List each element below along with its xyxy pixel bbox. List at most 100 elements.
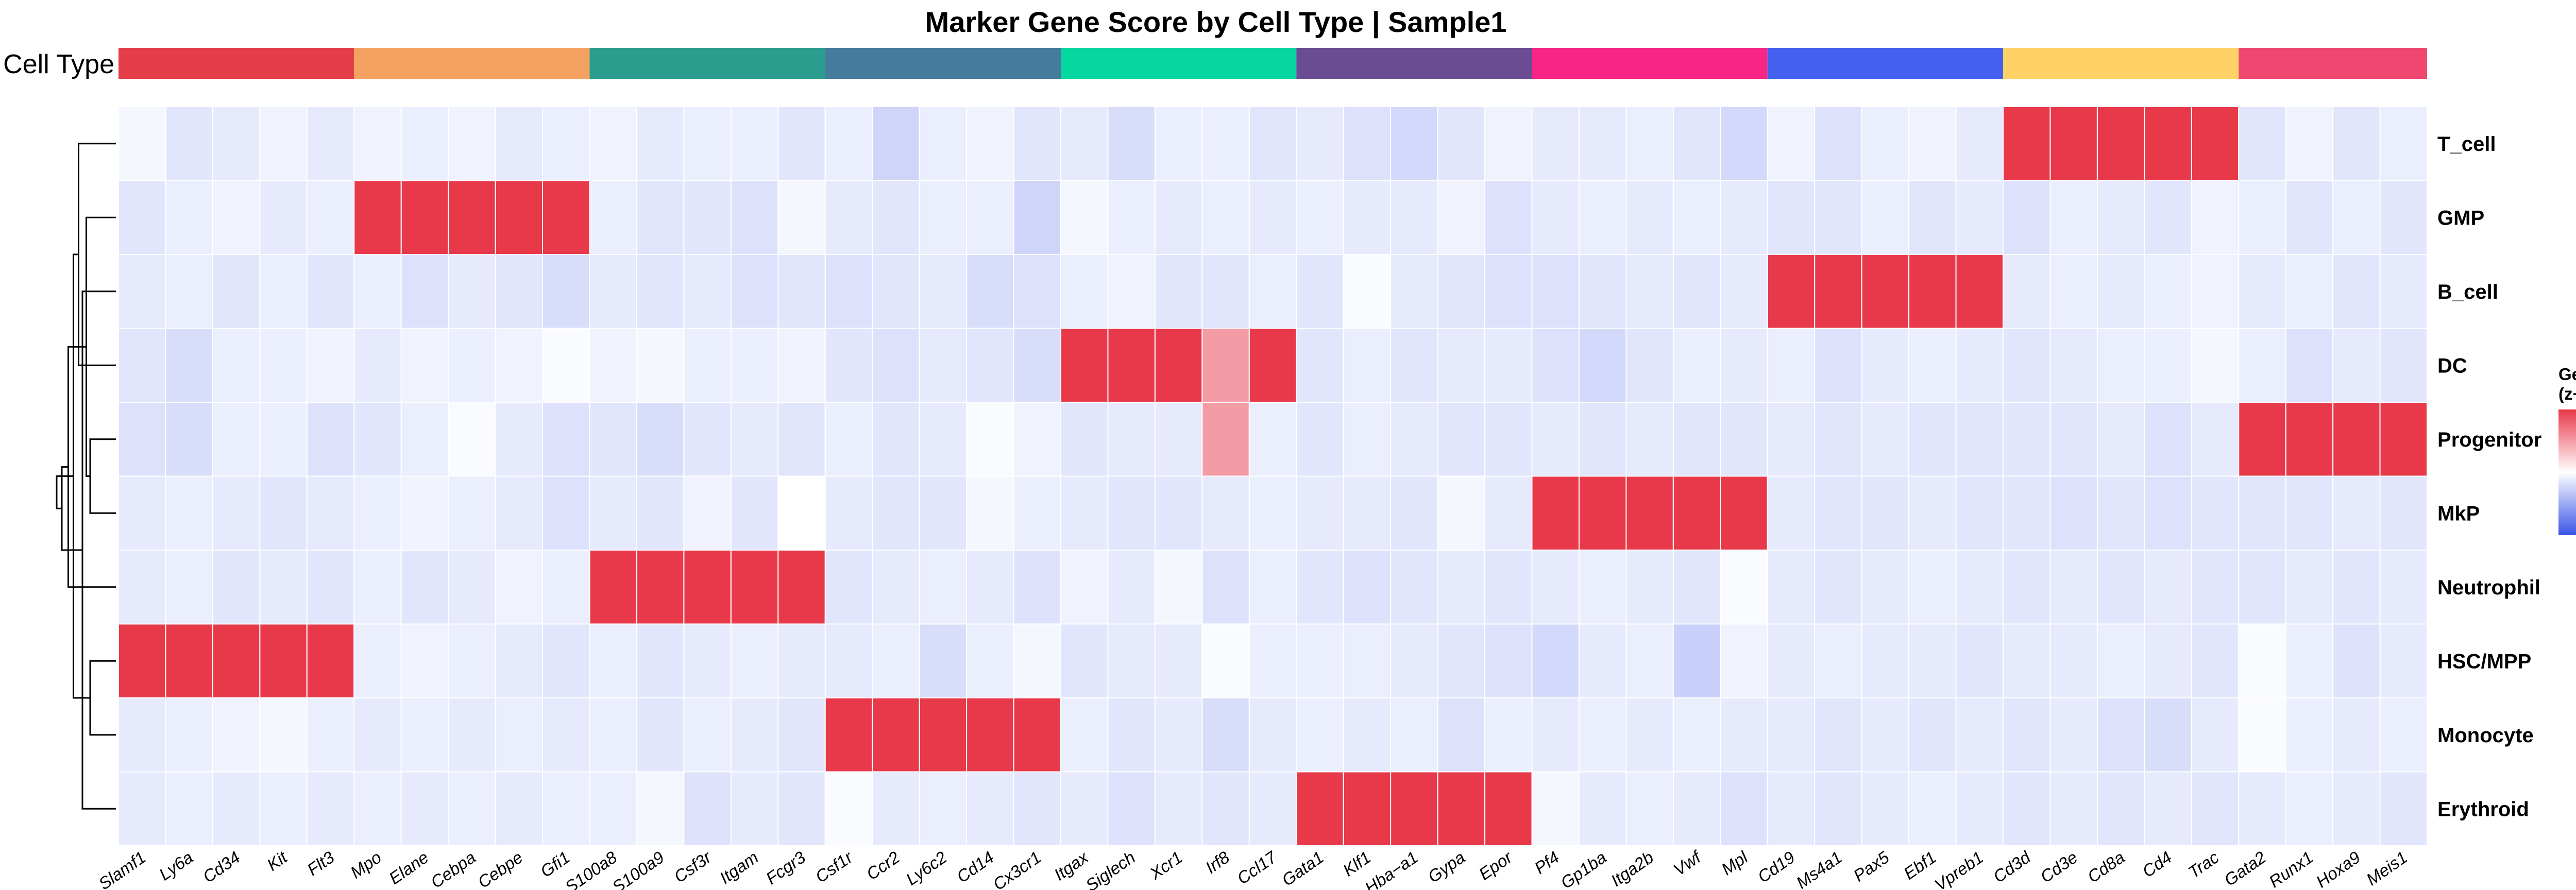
annotation-group-8 bbox=[2003, 48, 2239, 79]
heatmap-cell-2-31 bbox=[1578, 254, 1627, 329]
heatmap-cell-8-29 bbox=[1484, 697, 1533, 773]
heatmap-cell-9-22 bbox=[1154, 771, 1203, 846]
heatmap-cell-7-34 bbox=[1720, 623, 1768, 698]
heatmap-cell-6-16 bbox=[872, 550, 920, 625]
col-label-cd4: Cd4 bbox=[2139, 847, 2175, 881]
heatmap-cell-1-37 bbox=[1861, 180, 1910, 255]
heatmap-cell-3-35 bbox=[1767, 328, 1816, 403]
heatmap-cell-1-7 bbox=[448, 180, 496, 255]
row-label-gmp: GMP bbox=[2437, 207, 2484, 229]
row-label-dc: DC bbox=[2437, 354, 2467, 377]
heatmap-cell-3-14 bbox=[777, 328, 826, 403]
heatmap-cell-5-12 bbox=[683, 475, 732, 551]
heatmap-cell-8-32 bbox=[1625, 697, 1674, 773]
dendrogram-branch-7 bbox=[61, 466, 82, 551]
heatmap-cell-2-27 bbox=[1390, 254, 1438, 329]
heatmap-cell-3-44 bbox=[2191, 328, 2240, 403]
heatmap-cell-7-31 bbox=[1578, 623, 1627, 698]
heatmap-cell-9-0 bbox=[118, 771, 166, 846]
heatmap-cell-2-6 bbox=[400, 254, 449, 329]
heatmap-cell-8-21 bbox=[1107, 697, 1156, 773]
heatmap-cell-4-8 bbox=[495, 402, 544, 477]
heatmap-cell-7-0 bbox=[118, 623, 166, 698]
heatmap-cell-5-15 bbox=[824, 475, 873, 551]
heatmap-cell-2-11 bbox=[636, 254, 685, 329]
heatmap-cell-0-8 bbox=[495, 106, 544, 181]
heatmap-cell-2-29 bbox=[1484, 254, 1533, 329]
heatmap-cell-2-32 bbox=[1625, 254, 1674, 329]
heatmap-cell-0-19 bbox=[1013, 106, 1062, 181]
heatmap-cell-5-46 bbox=[2285, 475, 2334, 551]
heatmap-cell-7-16 bbox=[872, 623, 920, 698]
heatmap-cell-4-23 bbox=[1201, 402, 1250, 477]
heatmap-cell-9-16 bbox=[872, 771, 920, 846]
heatmap-cell-5-14 bbox=[777, 475, 826, 551]
col-label-vwf: Vwf bbox=[1670, 846, 1705, 879]
heatmap-cell-3-30 bbox=[1531, 328, 1580, 403]
heatmap-cell-7-48 bbox=[2379, 623, 2428, 698]
col-label-csf3r: Csf3r bbox=[670, 847, 715, 886]
heatmap-cell-5-27 bbox=[1390, 475, 1438, 551]
heatmap-cell-1-21 bbox=[1107, 180, 1156, 255]
heatmap-cell-0-24 bbox=[1248, 106, 1297, 181]
heatmap-cell-9-18 bbox=[966, 771, 1014, 846]
heatmap-cell-6-43 bbox=[2144, 550, 2192, 625]
heatmap-cell-9-34 bbox=[1720, 771, 1768, 846]
heatmap-cell-0-35 bbox=[1767, 106, 1816, 181]
heatmap-cell-8-0 bbox=[118, 697, 166, 773]
heatmap-cell-2-10 bbox=[589, 254, 637, 329]
heatmap-cell-4-13 bbox=[730, 402, 779, 477]
heatmap-cell-5-5 bbox=[353, 475, 402, 551]
heatmap-cell-9-33 bbox=[1672, 771, 1721, 846]
heatmap-cell-4-4 bbox=[306, 402, 355, 477]
heatmap-cell-4-38 bbox=[1908, 402, 1957, 477]
heatmap-cell-1-33 bbox=[1672, 180, 1721, 255]
heatmap-cell-1-26 bbox=[1343, 180, 1392, 255]
row-label-hsc-mpp: HSC/MPP bbox=[2437, 650, 2531, 673]
heatmap-cell-0-12 bbox=[683, 106, 732, 181]
heatmap-cell-7-12 bbox=[683, 623, 732, 698]
heatmap-cell-6-18 bbox=[966, 550, 1014, 625]
heatmap-cell-3-8 bbox=[495, 328, 544, 403]
heatmap-cell-2-44 bbox=[2191, 254, 2240, 329]
heatmap-cell-7-3 bbox=[259, 623, 308, 698]
col-label-gypa: Gypa bbox=[1425, 847, 1469, 886]
annotation-group-6 bbox=[1532, 48, 1768, 79]
heatmap-cell-5-43 bbox=[2144, 475, 2192, 551]
heatmap-cell-2-38 bbox=[1908, 254, 1957, 329]
heatmap-cell-3-24 bbox=[1248, 328, 1297, 403]
col-label-pf4: Pf4 bbox=[1531, 847, 1563, 878]
heatmap-cell-0-0 bbox=[118, 106, 166, 181]
heatmap-cell-2-46 bbox=[2285, 254, 2334, 329]
col-label-ccr2: Ccr2 bbox=[863, 847, 903, 883]
heatmap-cell-9-42 bbox=[2096, 771, 2145, 846]
heatmap-cell-4-12 bbox=[683, 402, 732, 477]
annotation-label: Cell Type bbox=[3, 49, 114, 79]
heatmap-cell-7-11 bbox=[636, 623, 685, 698]
heatmap-cell-3-20 bbox=[1060, 328, 1109, 403]
color-legend: Gene Score (z−score) 210−1−2 bbox=[2558, 365, 2576, 535]
heatmap-cell-1-45 bbox=[2238, 180, 2286, 255]
heatmap-cell-7-2 bbox=[212, 623, 261, 698]
heatmap-cell-1-4 bbox=[306, 180, 355, 255]
col-label-gp1ba: Gp1ba bbox=[1557, 847, 1609, 890]
col-label-mpl: Mpl bbox=[1718, 847, 1752, 879]
heatmap-cell-1-41 bbox=[2049, 180, 2098, 255]
heatmap-cell-4-25 bbox=[1296, 402, 1344, 477]
heatmap-cell-6-23 bbox=[1201, 550, 1250, 625]
heatmap-cell-3-28 bbox=[1437, 328, 1486, 403]
heatmap-cell-9-6 bbox=[400, 771, 449, 846]
heatmap-cell-3-9 bbox=[542, 328, 590, 403]
heatmap-cell-7-26 bbox=[1343, 623, 1392, 698]
heatmap-cell-4-29 bbox=[1484, 402, 1533, 477]
heatmap-cell-0-40 bbox=[2003, 106, 2051, 181]
heatmap-cell-3-34 bbox=[1720, 328, 1768, 403]
heatmap-cell-4-34 bbox=[1720, 402, 1768, 477]
heatmap-cell-7-25 bbox=[1296, 623, 1344, 698]
heatmap-cell-9-36 bbox=[1814, 771, 1862, 846]
heatmap-cell-8-1 bbox=[165, 697, 213, 773]
row-label-mkp: MkP bbox=[2437, 502, 2480, 525]
heatmap-cell-8-15 bbox=[824, 697, 873, 773]
heatmap-cell-6-39 bbox=[1955, 550, 2004, 625]
